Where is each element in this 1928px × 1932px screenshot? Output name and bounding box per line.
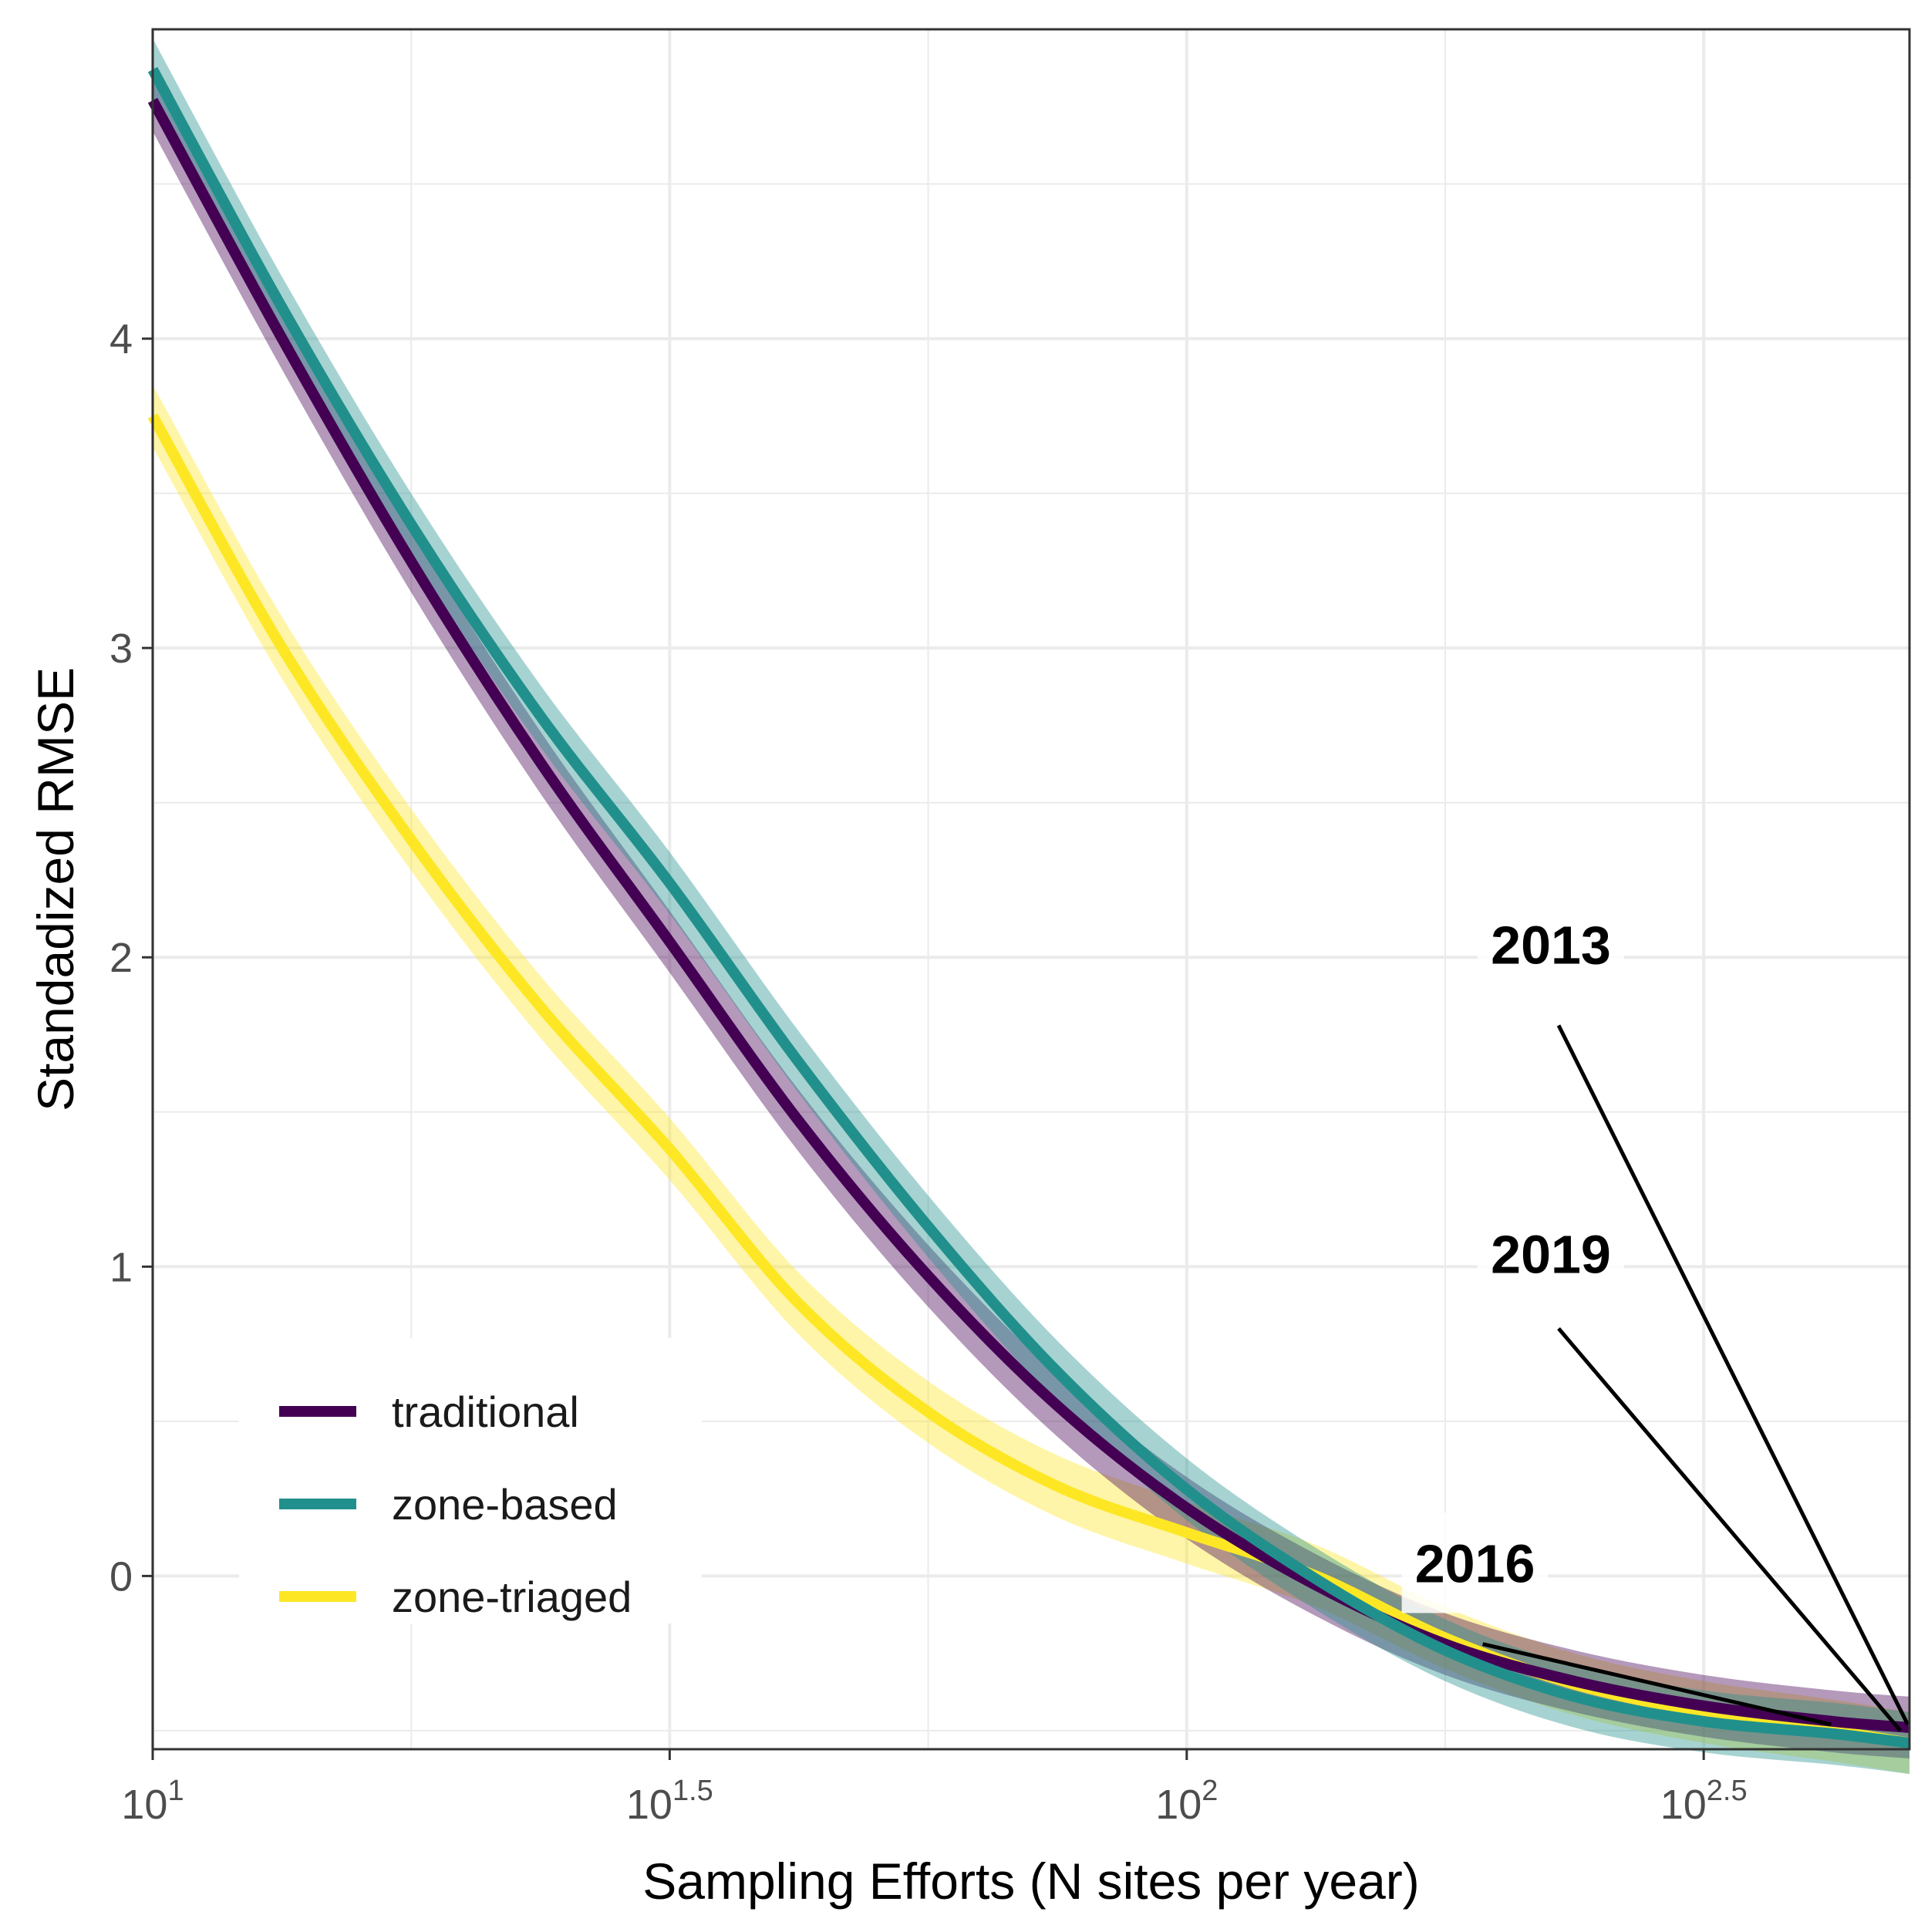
legend-background: [239, 1338, 702, 1623]
legend-item-traditional: traditional: [279, 1387, 579, 1436]
panel-border: [151, 28, 1911, 1751]
annotation-2013: 2013: [1478, 894, 1909, 1726]
annotation-label-background: [1478, 1203, 1625, 1304]
y-tick-label: 0: [110, 1553, 133, 1600]
legend-item-zone-triaged: zone-triaged: [279, 1573, 632, 1621]
y-tick-label: 3: [110, 625, 133, 672]
y-tick-label: 2: [110, 935, 133, 981]
legend: traditional zone-based zone-triaged: [239, 1338, 702, 1623]
annotation-2016: 2016: [1401, 1512, 1832, 1727]
series-line-traditional: [147, 97, 1910, 1733]
legend-label: traditional: [392, 1387, 579, 1436]
annotation-label-background: [1478, 894, 1625, 995]
x-tick-label: 102: [1155, 1775, 1218, 1828]
line-layer: [147, 66, 1911, 1748]
x-tick-label: 102.5: [1660, 1775, 1748, 1828]
y-axis-title: Standadized RMSE: [27, 667, 84, 1111]
x-tick-label: 101.5: [626, 1775, 713, 1828]
annotation-leader-line: [1482, 1642, 1832, 1727]
annotation-leader-line: [1557, 1327, 1903, 1732]
legend-item-zone-based: zone-based: [279, 1480, 618, 1529]
annotation-label: 2019: [1491, 1224, 1611, 1284]
annotation-label-background: [1401, 1512, 1549, 1613]
annotation-leader-line: [1556, 1024, 1909, 1726]
band-layer: [153, 39, 1909, 1775]
annotation-layer: 2013 2019 2016: [1401, 894, 1909, 1732]
annotation-label: 2013: [1491, 915, 1611, 975]
annotation-2019: 2019: [1478, 1203, 1903, 1732]
y-tick-label: 1: [110, 1244, 133, 1290]
x-axis-title: Sampling Efforts (N sites per year): [642, 1853, 1419, 1910]
x-tick-label: 101: [121, 1775, 184, 1828]
legend-label: zone-based: [392, 1480, 618, 1529]
axis-layer: 0 1 2 3 4 101 101.5 102 102.5: [110, 28, 1911, 1828]
annotation-label: 2016: [1415, 1533, 1535, 1593]
series-line-zone-based: [147, 66, 1910, 1748]
ribbon-zone-triaged: [153, 385, 1909, 1775]
y-tick-label: 4: [110, 316, 133, 362]
legend-label: zone-triaged: [392, 1573, 632, 1621]
